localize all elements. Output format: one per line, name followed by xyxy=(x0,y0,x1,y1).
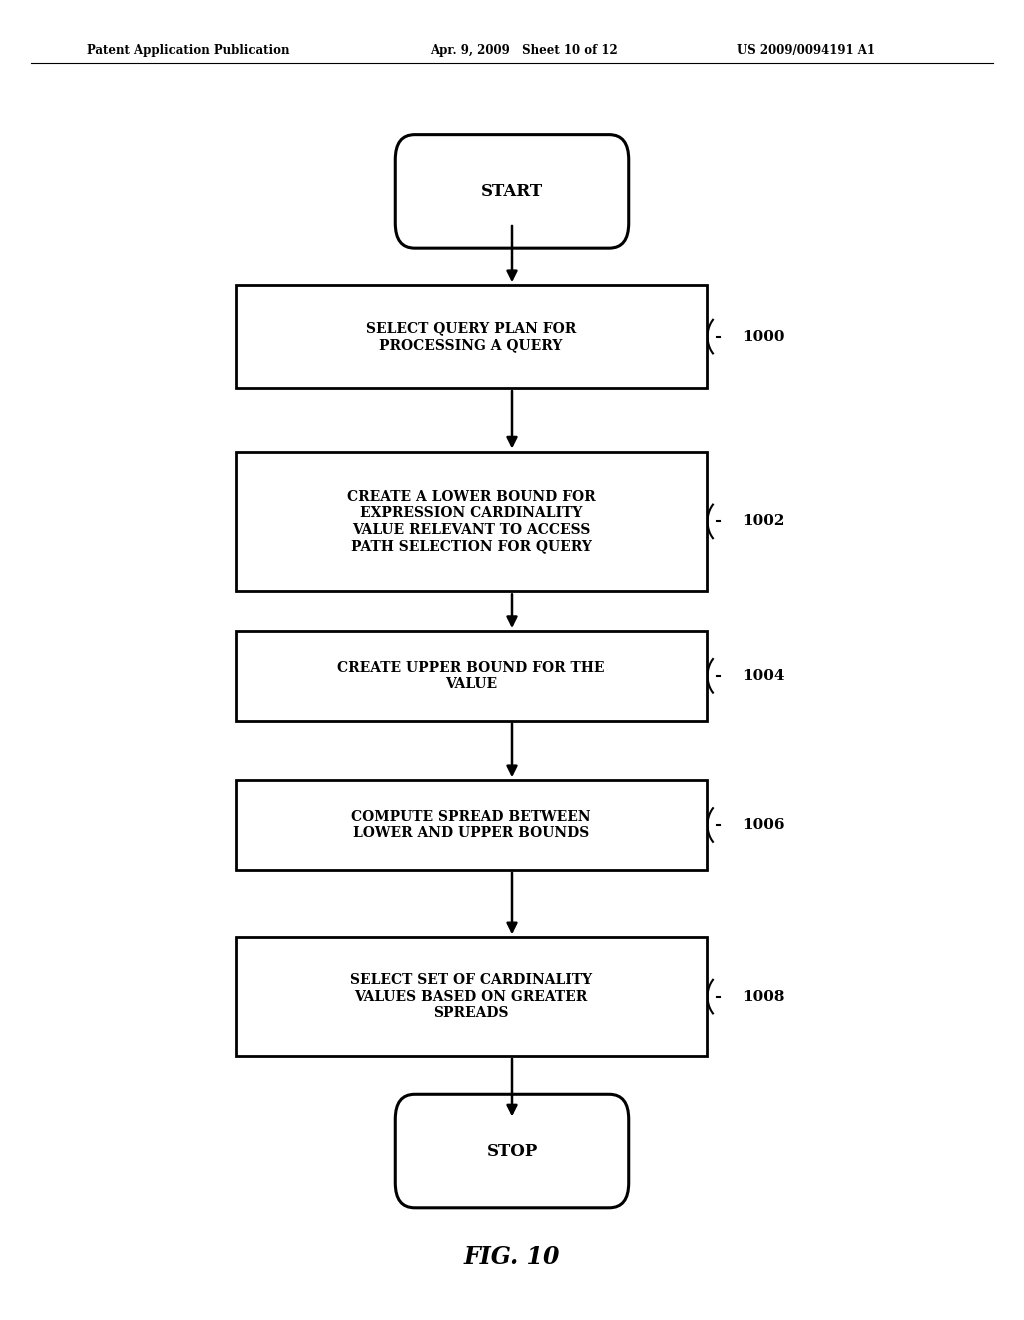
Text: FIG. 10: FIG. 10 xyxy=(464,1245,560,1269)
FancyBboxPatch shape xyxy=(395,1094,629,1208)
Bar xyxy=(236,285,707,388)
Text: SELECT SET OF CARDINALITY
VALUES BASED ON GREATER
SPREADS: SELECT SET OF CARDINALITY VALUES BASED O… xyxy=(350,973,592,1020)
Bar xyxy=(236,780,707,870)
Text: CREATE UPPER BOUND FOR THE
VALUE: CREATE UPPER BOUND FOR THE VALUE xyxy=(337,661,605,690)
Text: 1008: 1008 xyxy=(742,990,785,1003)
Bar xyxy=(236,631,707,721)
Text: 1000: 1000 xyxy=(742,330,785,343)
FancyBboxPatch shape xyxy=(395,135,629,248)
Bar xyxy=(236,937,707,1056)
Text: SELECT QUERY PLAN FOR
PROCESSING A QUERY: SELECT QUERY PLAN FOR PROCESSING A QUERY xyxy=(366,322,577,351)
Text: 1002: 1002 xyxy=(742,515,785,528)
Bar xyxy=(236,453,707,591)
Text: CREATE A LOWER BOUND FOR
EXPRESSION CARDINALITY
VALUE RELEVANT TO ACCESS
PATH SE: CREATE A LOWER BOUND FOR EXPRESSION CARD… xyxy=(347,490,595,553)
Text: US 2009/0094191 A1: US 2009/0094191 A1 xyxy=(737,44,876,57)
Text: Apr. 9, 2009   Sheet 10 of 12: Apr. 9, 2009 Sheet 10 of 12 xyxy=(430,44,617,57)
Text: START: START xyxy=(481,183,543,199)
Text: STOP: STOP xyxy=(486,1143,538,1159)
Text: COMPUTE SPREAD BETWEEN
LOWER AND UPPER BOUNDS: COMPUTE SPREAD BETWEEN LOWER AND UPPER B… xyxy=(351,810,591,840)
Text: Patent Application Publication: Patent Application Publication xyxy=(87,44,290,57)
Text: 1006: 1006 xyxy=(742,818,785,832)
Text: 1004: 1004 xyxy=(742,669,785,682)
